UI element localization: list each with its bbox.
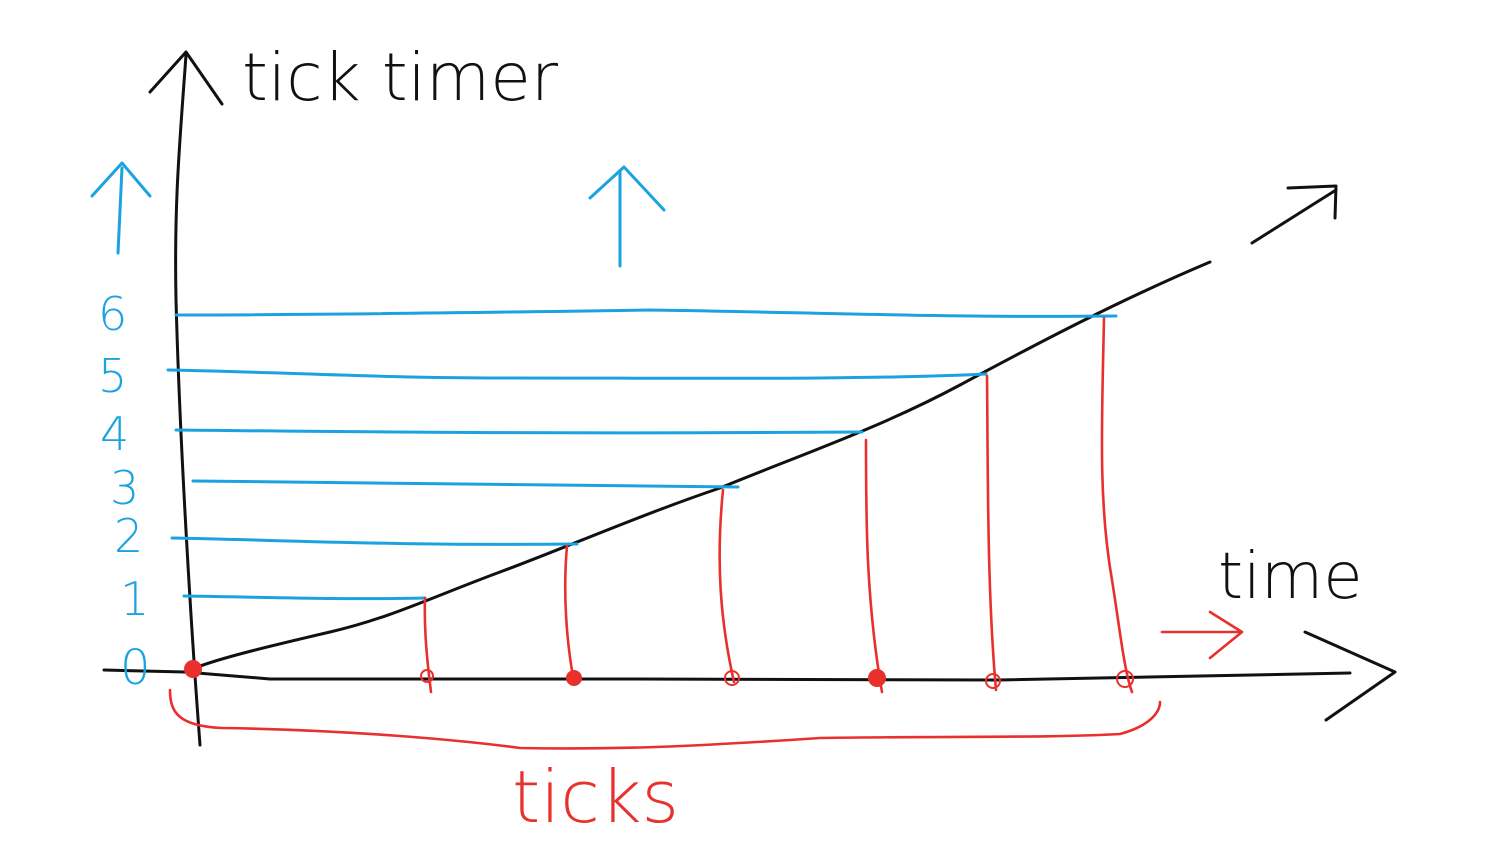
x-axis-arrowhead	[1303, 630, 1397, 722]
level-line-2	[170, 536, 579, 546]
tick-drop-2	[563, 544, 576, 684]
time-forward-arrow-icon	[1160, 610, 1244, 660]
level-arrow-left-icon	[90, 161, 152, 255]
tick-drop-1	[423, 596, 433, 694]
x-axis-label: time	[1218, 540, 1363, 614]
rising-line-arrow	[1250, 184, 1338, 245]
tick-dot-5	[985, 673, 1001, 689]
level-line-6	[174, 308, 1118, 318]
y-axis	[174, 53, 202, 747]
x-axis	[102, 668, 1352, 682]
y-axis-label: tick timer	[242, 39, 559, 116]
tick-drop-6	[1100, 316, 1134, 694]
ticks-label: ticks	[512, 755, 679, 839]
level-line-3	[191, 479, 740, 489]
tick-drop-3	[718, 488, 736, 684]
tick-dot-6	[1116, 670, 1134, 688]
tick-dot-2	[566, 670, 582, 686]
level-arrow-center-icon	[588, 165, 666, 268]
level-label-3: 3	[110, 461, 139, 515]
level-label-5: 5	[98, 349, 127, 403]
tick-dot-3	[724, 670, 740, 686]
level-label-0: 0	[120, 640, 151, 696]
level-label-6: 6	[98, 287, 127, 341]
tick-drop-4	[864, 438, 884, 694]
y-axis-arrowhead	[148, 50, 224, 106]
tick-dot-1	[420, 669, 434, 683]
tick-dots	[184, 660, 1134, 689]
level-label-2: 2	[114, 509, 143, 563]
ticks-brace	[168, 688, 1162, 750]
level-line-1	[182, 594, 427, 601]
level-line-4	[174, 428, 864, 435]
tick-dot-4	[868, 669, 886, 687]
level-line-5	[166, 368, 988, 380]
level-label-4: 4	[100, 407, 129, 461]
level-label-1: 1	[120, 572, 149, 626]
rising-line	[193, 260, 1212, 670]
tick-dot-0	[184, 660, 202, 678]
tick-drop-5	[985, 374, 998, 692]
